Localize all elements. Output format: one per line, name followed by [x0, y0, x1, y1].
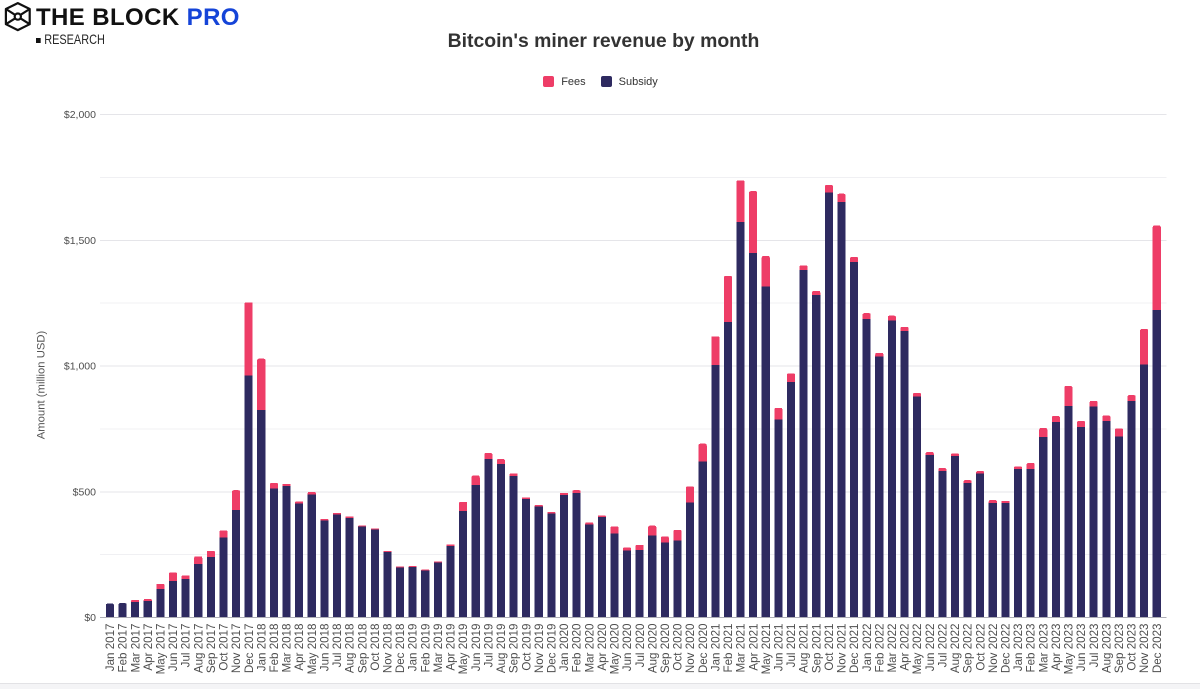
svg-text:May 2018: May 2018 — [306, 624, 319, 675]
svg-text:Jul 2022: Jul 2022 — [936, 624, 949, 668]
svg-text:Nov 2017: Nov 2017 — [230, 624, 243, 674]
svg-text:Jul 2020: Jul 2020 — [634, 624, 647, 668]
svg-text:Sep 2020: Sep 2020 — [659, 624, 672, 674]
svg-text:Dec 2018: Dec 2018 — [394, 624, 407, 674]
svg-text:Nov 2018: Nov 2018 — [382, 624, 395, 674]
svg-text:Nov 2019: Nov 2019 — [533, 624, 546, 674]
svg-text:Jan 2017: Jan 2017 — [104, 624, 117, 672]
svg-text:Sep 2023: Sep 2023 — [1113, 624, 1126, 674]
svg-text:Oct 2017: Oct 2017 — [218, 624, 231, 671]
svg-text:Jun 2017: Jun 2017 — [167, 624, 180, 672]
svg-text:Mar 2023: Mar 2023 — [1037, 624, 1050, 673]
svg-text:Dec 2017: Dec 2017 — [243, 624, 256, 674]
svg-text:Mar 2020: Mar 2020 — [583, 624, 596, 673]
svg-text:Jun 2018: Jun 2018 — [318, 624, 331, 672]
svg-text:Feb 2019: Feb 2019 — [419, 624, 432, 673]
svg-text:Jun 2019: Jun 2019 — [470, 624, 483, 672]
svg-text:Oct 2022: Oct 2022 — [974, 624, 987, 671]
svg-text:Jan 2021: Jan 2021 — [709, 624, 722, 672]
svg-text:Jul 2021: Jul 2021 — [785, 624, 798, 668]
svg-text:Jun 2021: Jun 2021 — [772, 624, 785, 672]
svg-text:Mar 2017: Mar 2017 — [129, 624, 142, 673]
svg-text:Aug 2022: Aug 2022 — [949, 624, 962, 674]
svg-text:Aug 2017: Aug 2017 — [192, 624, 205, 674]
svg-text:Apr 2020: Apr 2020 — [596, 624, 609, 671]
svg-text:Sep 2017: Sep 2017 — [205, 624, 218, 674]
svg-text:Dec 2023: Dec 2023 — [1151, 624, 1164, 674]
svg-text:Jun 2022: Jun 2022 — [924, 624, 937, 672]
svg-text:Aug 2021: Aug 2021 — [798, 624, 811, 674]
svg-text:Apr 2018: Apr 2018 — [293, 624, 306, 671]
svg-text:Sep 2019: Sep 2019 — [508, 624, 521, 674]
svg-text:Jan 2019: Jan 2019 — [407, 624, 420, 672]
svg-text:Jun 2020: Jun 2020 — [621, 624, 634, 672]
svg-text:Feb 2023: Feb 2023 — [1025, 624, 1038, 673]
svg-text:$1,500: $1,500 — [64, 235, 96, 247]
svg-text:Apr 2023: Apr 2023 — [1050, 624, 1063, 671]
svg-text:May 2021: May 2021 — [760, 624, 773, 675]
svg-text:Mar 2021: Mar 2021 — [735, 624, 748, 673]
svg-text:Jan 2022: Jan 2022 — [861, 624, 874, 672]
svg-text:Jan 2023: Jan 2023 — [1012, 624, 1025, 672]
svg-text:Feb 2020: Feb 2020 — [571, 624, 584, 673]
svg-text:Dec 2019: Dec 2019 — [545, 624, 558, 674]
svg-text:Feb 2021: Feb 2021 — [722, 624, 735, 673]
svg-text:Mar 2019: Mar 2019 — [432, 624, 445, 673]
svg-text:Sep 2018: Sep 2018 — [356, 624, 369, 674]
svg-text:May 2022: May 2022 — [911, 624, 924, 675]
svg-text:Feb 2018: Feb 2018 — [268, 624, 281, 673]
svg-text:Mar 2018: Mar 2018 — [281, 624, 294, 673]
svg-text:$500: $500 — [73, 486, 97, 498]
svg-text:Amount (million USD): Amount (million USD) — [36, 330, 48, 439]
svg-text:Sep 2022: Sep 2022 — [962, 624, 975, 674]
svg-text:Jul 2023: Jul 2023 — [1088, 624, 1101, 668]
svg-text:Nov 2020: Nov 2020 — [684, 624, 697, 674]
svg-text:Dec 2022: Dec 2022 — [1000, 624, 1013, 674]
svg-text:Dec 2020: Dec 2020 — [697, 624, 710, 674]
svg-text:Apr 2021: Apr 2021 — [747, 624, 760, 671]
svg-text:Dec 2021: Dec 2021 — [848, 624, 861, 674]
svg-text:Jul 2019: Jul 2019 — [482, 624, 495, 668]
svg-text:Oct 2023: Oct 2023 — [1126, 624, 1139, 671]
svg-text:Nov 2021: Nov 2021 — [836, 624, 849, 674]
svg-text:May 2017: May 2017 — [155, 624, 168, 675]
svg-text:Apr 2017: Apr 2017 — [142, 624, 155, 671]
svg-text:Oct 2020: Oct 2020 — [672, 624, 685, 671]
svg-text:$1,000: $1,000 — [64, 361, 96, 373]
svg-text:Apr 2022: Apr 2022 — [899, 624, 912, 671]
svg-text:Oct 2019: Oct 2019 — [520, 624, 533, 671]
svg-text:Nov 2022: Nov 2022 — [987, 624, 1000, 674]
svg-text:Oct 2021: Oct 2021 — [823, 624, 836, 671]
svg-text:$0: $0 — [84, 612, 96, 624]
svg-text:Feb 2017: Feb 2017 — [117, 624, 130, 673]
svg-text:Jul 2018: Jul 2018 — [331, 624, 344, 668]
svg-text:Aug 2020: Aug 2020 — [646, 624, 659, 674]
svg-text:Aug 2018: Aug 2018 — [344, 624, 357, 674]
svg-text:May 2023: May 2023 — [1063, 624, 1076, 675]
svg-text:May 2020: May 2020 — [609, 624, 622, 675]
svg-text:Oct 2018: Oct 2018 — [369, 624, 382, 671]
svg-text:Mar 2022: Mar 2022 — [886, 624, 899, 673]
svg-text:Jun 2023: Jun 2023 — [1075, 624, 1088, 672]
svg-text:Jan 2020: Jan 2020 — [558, 624, 571, 672]
svg-text:$2,000: $2,000 — [64, 109, 96, 121]
svg-text:Aug 2019: Aug 2019 — [495, 624, 508, 674]
svg-text:Nov 2023: Nov 2023 — [1138, 624, 1151, 674]
svg-text:Apr 2019: Apr 2019 — [445, 624, 458, 671]
svg-text:Feb 2022: Feb 2022 — [873, 624, 886, 673]
svg-text:Jul 2017: Jul 2017 — [180, 624, 193, 668]
svg-text:Aug 2023: Aug 2023 — [1100, 624, 1113, 674]
svg-text:Jan 2018: Jan 2018 — [255, 624, 268, 672]
svg-text:May 2019: May 2019 — [457, 624, 470, 675]
svg-text:Sep 2021: Sep 2021 — [810, 624, 823, 674]
